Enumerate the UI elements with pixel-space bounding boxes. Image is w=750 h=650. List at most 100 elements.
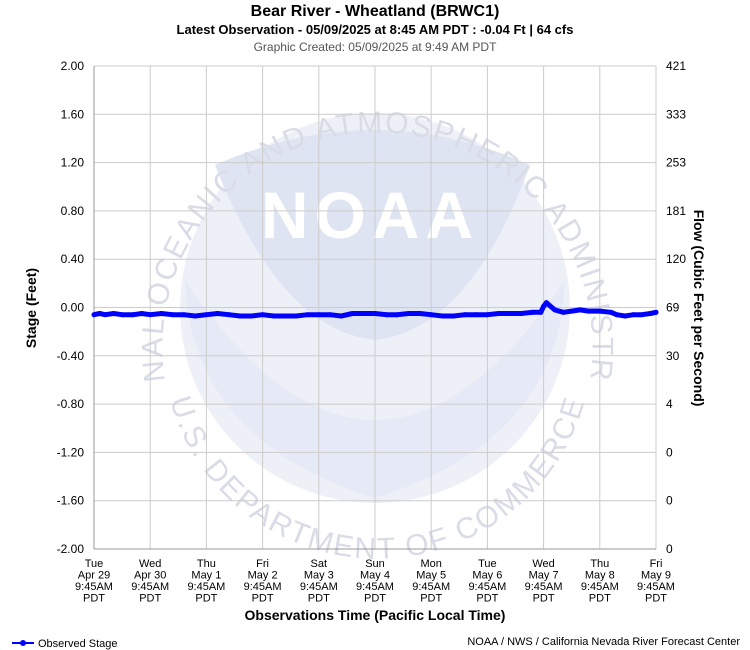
data-point — [327, 312, 333, 318]
x-tick-label: PDT — [83, 593, 105, 605]
x-tick-label: PDT — [308, 593, 330, 605]
x-tick-label: Mon — [420, 558, 441, 570]
x-tick-label: 9:45AM — [637, 581, 675, 593]
chart-subtitle: Latest Observation - 05/09/2025 at 8:45 … — [177, 22, 574, 37]
data-point — [496, 311, 502, 317]
data-point — [439, 313, 445, 319]
data-point — [350, 311, 356, 317]
y2-axis-label: Flow (Cubic Feet per Second) — [691, 210, 707, 407]
x-tick-label: Fri — [256, 558, 269, 570]
data-point — [237, 313, 243, 319]
y-tick-label: 0.00 — [61, 301, 85, 315]
data-point — [119, 312, 125, 318]
data-point — [226, 312, 232, 318]
data-point — [305, 312, 311, 318]
y2-tick-label: 253 — [666, 156, 686, 170]
data-point — [215, 311, 221, 317]
y-tick-label: -2.00 — [57, 542, 85, 556]
data-point — [529, 309, 535, 315]
y-tick-label: -1.60 — [57, 494, 85, 508]
y2-tick-label: 69 — [666, 301, 680, 315]
data-point — [282, 313, 288, 319]
x-tick-label: PDT — [589, 593, 611, 605]
x-tick-label: Apr 30 — [134, 570, 166, 582]
y-tick-label: -1.20 — [57, 445, 85, 459]
x-tick-label: Thu — [197, 558, 216, 570]
data-point — [383, 312, 389, 318]
x-tick-label: May 3 — [304, 570, 334, 582]
data-point — [417, 311, 423, 317]
y-tick-label: 1.60 — [61, 107, 85, 121]
data-point — [406, 311, 412, 317]
data-point — [577, 307, 583, 313]
y2-tick-label: 0 — [666, 542, 673, 556]
data-point — [586, 308, 592, 314]
y2-tick-label: 0 — [666, 445, 673, 459]
x-tick-label: May 8 — [585, 570, 615, 582]
data-point — [597, 308, 603, 314]
x-tick-label: Tue — [478, 558, 497, 570]
y-axis-ticks: 2.00 1.60 1.20 0.80 0.40 0.00 -0.40 -0.80 -1.20 -… — [57, 59, 85, 556]
y-tick-label: -0.80 — [57, 397, 85, 411]
x-tick-label: Wed — [139, 558, 161, 570]
data-point — [614, 312, 620, 318]
x-tick-label: 9:45AM — [412, 581, 450, 593]
x-tick-label: Apr 29 — [78, 570, 110, 582]
data-point — [316, 312, 322, 318]
data-point — [538, 309, 544, 315]
data-point — [91, 312, 97, 318]
x-tick-label: PDT — [420, 593, 442, 605]
data-point — [372, 311, 378, 317]
data-point — [428, 312, 434, 318]
noaa-watermark: NOAA NATIONAL OCEANIC AND ATMOSPHERIC AD… — [0, 0, 617, 566]
x-tick-label: PDT — [533, 593, 555, 605]
data-point — [462, 312, 468, 318]
x-tick-label: Thu — [590, 558, 609, 570]
data-point — [394, 312, 400, 318]
data-point — [139, 311, 145, 317]
x-tick-label: Sun — [365, 558, 385, 570]
y-tick-label: 2.00 — [61, 59, 85, 73]
data-point — [552, 307, 558, 313]
y-tick-label: 0.80 — [61, 204, 85, 218]
y2-tick-label: 181 — [666, 204, 686, 218]
data-point — [608, 309, 614, 315]
data-point — [181, 312, 187, 318]
y-axis-label: Stage (Feet) — [23, 268, 39, 348]
legend: Observed Stage — [12, 638, 118, 650]
data-point — [192, 313, 198, 319]
y2-tick-label: 120 — [666, 252, 686, 266]
data-point — [271, 313, 277, 319]
grid-lines — [93, 65, 657, 550]
data-point — [97, 311, 103, 317]
graphic-created-label: Graphic Created: 05/09/2025 at 9:49 AM P… — [254, 40, 497, 54]
watermark-bird-top — [215, 130, 530, 340]
data-point — [203, 312, 209, 318]
x-tick-label: PDT — [195, 593, 217, 605]
data-point — [361, 311, 367, 317]
data-point — [569, 308, 575, 314]
data-point — [248, 313, 254, 319]
data-point — [653, 309, 659, 315]
x-tick-label: Wed — [532, 558, 554, 570]
data-point — [293, 313, 299, 319]
x-tick-label: 9:45AM — [244, 581, 282, 593]
x-tick-label: May 4 — [360, 570, 390, 582]
y2-axis-ticks: 421 333 253 181 120 69 30 4 0 0 0 — [666, 59, 686, 556]
x-tick-label: 9:45AM — [581, 581, 619, 593]
data-point — [639, 312, 645, 318]
data-point — [622, 313, 628, 319]
y-tick-label: -0.40 — [57, 349, 85, 363]
watermark-logo-text: NOAA — [261, 178, 479, 252]
data-point — [170, 312, 176, 318]
x-tick-label: 9:45AM — [75, 581, 113, 593]
y2-tick-label: 333 — [666, 107, 686, 121]
x-tick-label: PDT — [476, 593, 498, 605]
x-tick-label: May 6 — [472, 570, 502, 582]
data-point — [260, 312, 266, 318]
data-point — [560, 309, 566, 315]
x-tick-label: PDT — [645, 593, 667, 605]
x-tick-label: 9:45AM — [525, 581, 563, 593]
footer-credit: NOAA / NWS / California Nevada River For… — [467, 636, 740, 648]
